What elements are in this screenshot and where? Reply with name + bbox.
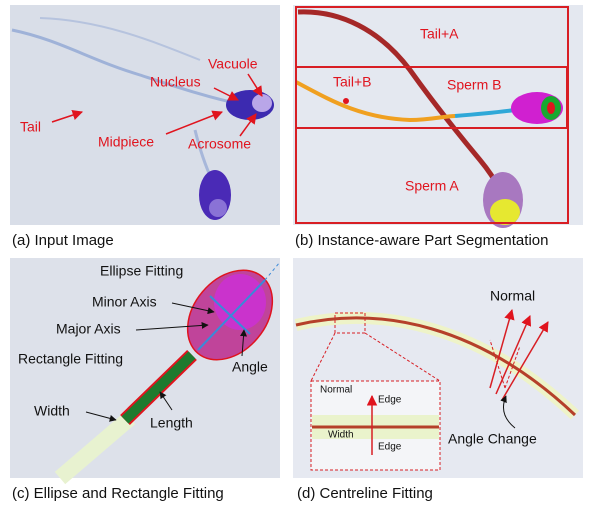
label: Normal (320, 385, 352, 396)
label: Ellipse Fitting (100, 263, 183, 279)
acrosome-a (490, 199, 520, 225)
label: Sperm A (405, 178, 459, 194)
label: Width (328, 430, 354, 441)
panel-d: Normal Edge Width Edge Normal Angle Chan… (293, 258, 583, 502)
caption: (d) Centreline Fitting (297, 485, 433, 502)
caption: (c) Ellipse and Rectangle Fitting (12, 485, 224, 502)
label: Edge (378, 395, 402, 406)
label: Minor Axis (92, 294, 157, 310)
label: Tail+B (333, 74, 372, 90)
label: Edge (378, 442, 402, 453)
caption: (a) Input Image (12, 232, 114, 249)
marker (343, 98, 349, 104)
label: Vacuole (208, 56, 258, 72)
panel-b: Tail+A Tail+B Sperm B Sperm A (b) Instan… (293, 5, 583, 249)
label: Tail (20, 119, 41, 135)
figure: Vacuole Nucleus Tail Midpiece Acrosome (… (0, 0, 593, 507)
page: Vacuole Nucleus Tail Midpiece Acrosome (… (0, 0, 593, 507)
caption: (b) Instance-aware Part Segmentation (295, 232, 548, 249)
panel-c: Ellipse Fitting Minor Axis Major Axis Re… (10, 254, 290, 502)
label: Angle Change (448, 431, 537, 447)
label: Width (34, 403, 70, 419)
label: Angle (232, 359, 268, 375)
label: Length (150, 415, 193, 431)
acrosome (252, 94, 272, 112)
label: Nucleus (150, 74, 201, 90)
acrosome (209, 199, 227, 217)
label: Major Axis (56, 321, 121, 337)
label: Tail+A (420, 26, 459, 42)
label: Normal (490, 288, 535, 304)
vacuole-b (547, 102, 555, 114)
label: Acrosome (188, 136, 251, 152)
label: Rectangle Fitting (18, 351, 123, 367)
panel-a: Vacuole Nucleus Tail Midpiece Acrosome (… (10, 5, 280, 249)
head-region (214, 274, 266, 330)
label: Sperm B (447, 77, 501, 93)
label: Midpiece (98, 134, 154, 150)
